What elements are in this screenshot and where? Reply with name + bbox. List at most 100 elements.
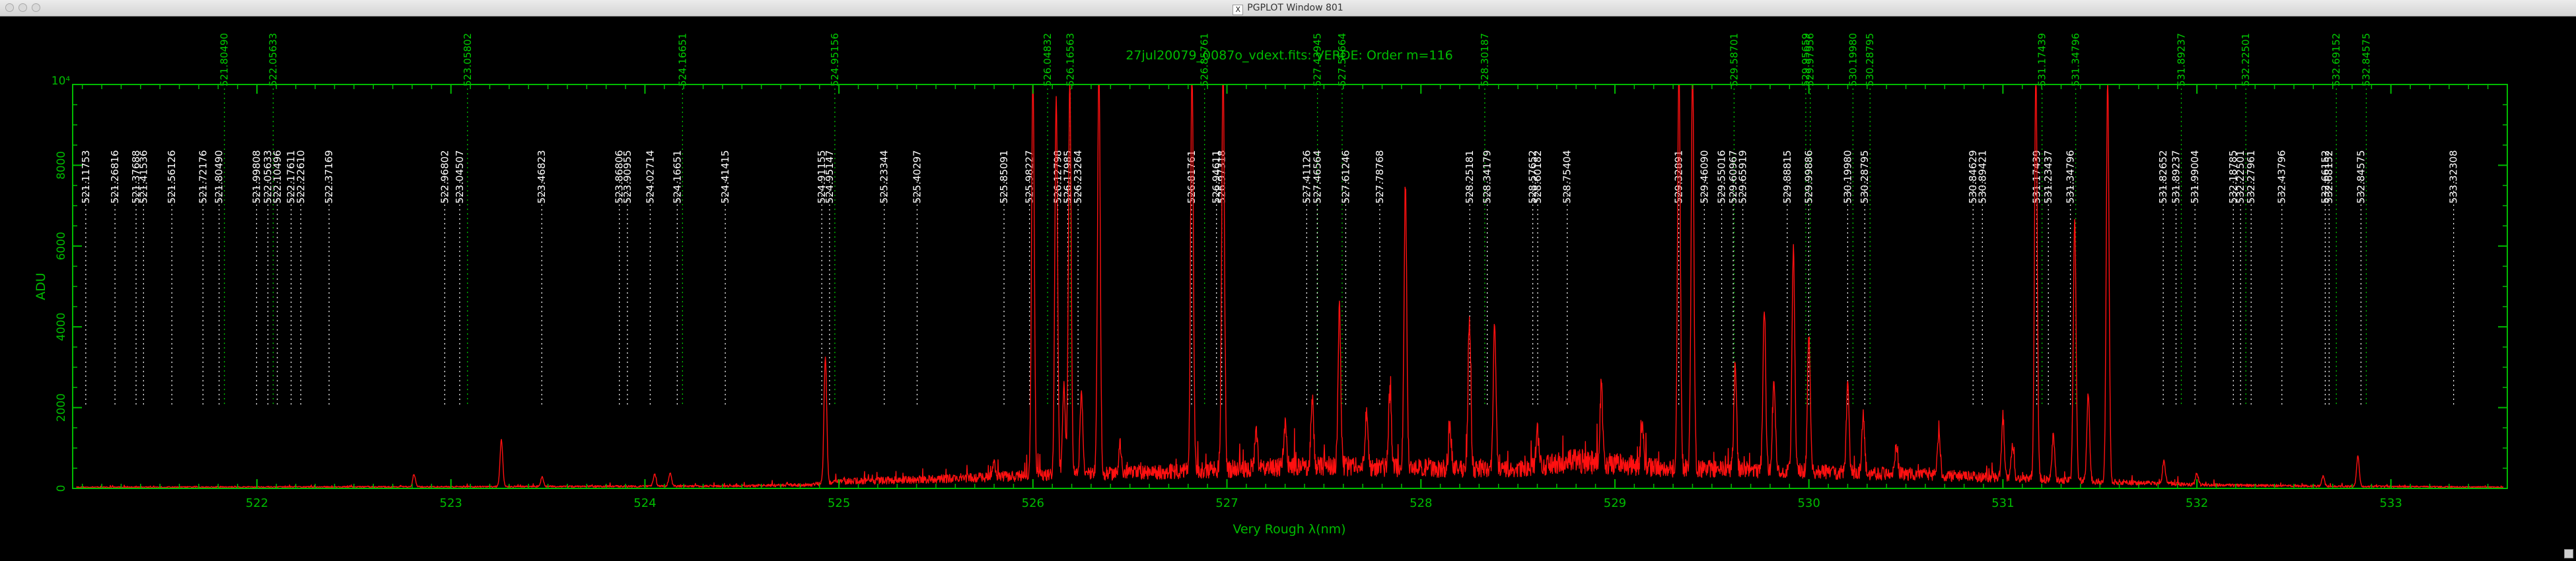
plot-frame bbox=[72, 84, 2508, 489]
line-marker-label: 527.56664 bbox=[1336, 33, 1348, 86]
y-axis-label: ADU bbox=[34, 273, 48, 300]
line-marker-label: 531.23437 bbox=[2042, 150, 2054, 203]
line-marker-label: 530.89421 bbox=[1976, 150, 1988, 203]
line-marker-label: 531.89237 bbox=[2170, 150, 2182, 203]
y-tick-label: 2000 bbox=[55, 393, 68, 422]
line-marker-label: 527.61246 bbox=[1340, 150, 1351, 203]
line-marker-label: 526.04832 bbox=[1042, 33, 1054, 86]
line-marker-label: 531.34796 bbox=[2065, 150, 2077, 203]
y-axis-top-label: 10⁴ bbox=[52, 75, 71, 88]
line-marker-label: 529.65919 bbox=[1737, 150, 1749, 203]
line-marker-label: 523.90955 bbox=[622, 150, 633, 203]
line-marker-label: 528.75404 bbox=[1561, 150, 1573, 203]
line-marker-label: 532.68152 bbox=[2323, 150, 2335, 203]
line-marker-label: 523.04507 bbox=[454, 150, 466, 203]
spectrum-line bbox=[76, 84, 2504, 488]
line-marker-label: 522.17611 bbox=[285, 150, 297, 203]
line-marker-label: 531.34796 bbox=[2070, 33, 2082, 86]
line-marker-label: 532.66152 bbox=[2319, 150, 2331, 203]
line-marker-label: 525.40297 bbox=[911, 150, 923, 203]
line-marker-label: 521.41536 bbox=[137, 150, 149, 203]
line-marker-label: 532.22501 bbox=[2235, 150, 2246, 203]
x-axis: 522 523 524 525 526 527 528 529 530 531 532 533 bbox=[81, 84, 2489, 510]
spectrum-chart: 27jul20079_0087o_vdext.fits: VERDE: Orde… bbox=[34, 33, 2508, 537]
line-marker-label: 529.58701 bbox=[1728, 33, 1740, 86]
line-marker-label: 526.23264 bbox=[1072, 150, 1084, 203]
x-tick-label: 522 bbox=[246, 496, 268, 510]
line-marker-label: 529.60967 bbox=[1727, 150, 1739, 203]
line-marker-label: 527.46564 bbox=[1311, 150, 1323, 203]
line-marker-label: 532.84575 bbox=[2360, 33, 2372, 86]
line-marker-label: 521.72176 bbox=[197, 150, 209, 203]
line-marker-label: 530.28795 bbox=[1859, 150, 1871, 203]
line-marker-label: 524.16651 bbox=[671, 150, 683, 203]
y-tick-label: 0 bbox=[55, 485, 68, 492]
line-marker-label: 522.10496 bbox=[271, 150, 283, 203]
line-marker-label: 528.57652 bbox=[1527, 150, 1539, 203]
x-tick-label: 529 bbox=[1604, 496, 1626, 510]
line-marker-label: 528.34179 bbox=[1482, 150, 1493, 203]
x-tick-label: 530 bbox=[1797, 496, 1820, 510]
line-marker-label: 522.05633 bbox=[262, 150, 274, 203]
line-marker-label: 521.80490 bbox=[219, 33, 231, 86]
zoom-window-button[interactable] bbox=[32, 3, 40, 12]
line-marker-label: 533.32308 bbox=[2448, 150, 2460, 203]
line-marker-label: 526.16563 bbox=[1064, 33, 1076, 86]
line-marker-label: 530.84629 bbox=[1967, 150, 1979, 203]
line-marker-label: 523.86806 bbox=[614, 150, 626, 203]
line-marker-label: 531.89237 bbox=[2175, 33, 2187, 86]
line-marker-label: 522.05633 bbox=[268, 33, 279, 86]
line-marker-label: 532.27961 bbox=[2245, 150, 2257, 203]
line-marker-label: 529.95659 bbox=[1800, 33, 1812, 86]
line-marker-label: 528.30187 bbox=[1479, 33, 1491, 86]
line-marker-label: 528.60182 bbox=[1532, 150, 1544, 203]
line-marker-label: 525.85091 bbox=[998, 150, 1010, 203]
line-marker-label: 527.43945 bbox=[1312, 33, 1324, 86]
x-tick-label: 525 bbox=[828, 496, 850, 510]
x-tick-label: 531 bbox=[1991, 496, 2014, 510]
line-marker-label: 524.95156 bbox=[829, 33, 841, 86]
line-marker-label: 521.80490 bbox=[213, 150, 225, 203]
line-marker-label: 526.81761 bbox=[1186, 150, 1198, 203]
x-tick-label: 523 bbox=[440, 496, 462, 510]
line-marker-label: 529.46090 bbox=[1698, 150, 1710, 203]
line-marker-label: 530.19980 bbox=[1847, 33, 1859, 86]
x-tick-label: 532 bbox=[2186, 496, 2208, 510]
line-marker-label: 532.22501 bbox=[2240, 33, 2252, 86]
line-marker-label: 521.26816 bbox=[109, 150, 121, 203]
y-tick-label: 6000 bbox=[55, 232, 68, 260]
line-marker-label: 521.56126 bbox=[166, 150, 178, 203]
y-tick-label: 4000 bbox=[55, 313, 68, 341]
line-marker-label: 525.98227 bbox=[1024, 150, 1036, 203]
window-titlebar: X PGPLOT Window 801 bbox=[0, 0, 2576, 16]
window-title-area: X PGPLOT Window 801 bbox=[0, 3, 2576, 15]
line-marker-label: 526.94611 bbox=[1211, 150, 1223, 203]
close-window-button[interactable] bbox=[5, 3, 14, 12]
line-marker-label: 531.82652 bbox=[2157, 150, 2169, 203]
line-marker-label: 524.02714 bbox=[644, 150, 656, 203]
line-marker-label: 529.88815 bbox=[1781, 150, 1793, 203]
line-marker-label: 524.91155 bbox=[816, 150, 828, 203]
line-marker-label: 530.19980 bbox=[1842, 150, 1853, 203]
line-marker-label: 523.05802 bbox=[462, 33, 474, 86]
minimize-window-button[interactable] bbox=[18, 3, 27, 12]
line-marker-label: 521.11753 bbox=[80, 150, 92, 203]
chart-title: 27jul20079_0087o_vdext.fits: VERDE: Orde… bbox=[1126, 48, 1452, 63]
resize-handle[interactable] bbox=[2564, 549, 2573, 558]
line-marker-label: 523.46823 bbox=[536, 150, 548, 203]
line-marker-label: 524.41415 bbox=[719, 150, 731, 203]
line-marker-label: 524.16651 bbox=[676, 33, 688, 86]
line-marker-label: 525.23344 bbox=[878, 150, 890, 203]
line-marker-label: 528.25181 bbox=[1464, 150, 1476, 203]
line-marker-label: 532.18785 bbox=[2227, 150, 2239, 203]
line-marker-label: 521.99808 bbox=[250, 150, 262, 203]
window-title: PGPLOT Window 801 bbox=[1247, 3, 1343, 13]
line-marker-label: 527.78768 bbox=[1374, 150, 1386, 203]
line-marker-label: 531.17439 bbox=[2036, 33, 2048, 86]
line-marker-label: 529.99886 bbox=[1803, 150, 1814, 203]
line-marker-label: 524.95147 bbox=[824, 150, 836, 203]
line-marker-label: 527.41126 bbox=[1301, 150, 1312, 203]
line-marker-label: 522.96802 bbox=[439, 150, 450, 203]
line-marker-label: 529.97956 bbox=[1805, 33, 1816, 86]
